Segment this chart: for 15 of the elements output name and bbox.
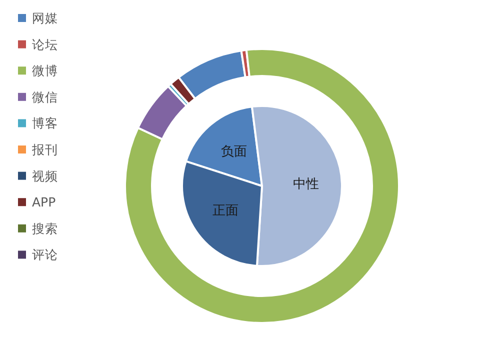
legend-label: 微信: [32, 89, 58, 104]
legend-label: 网媒: [32, 10, 58, 26]
donut-slice: [136, 85, 188, 140]
legend-label: 微博: [32, 63, 58, 78]
legend-label: 搜索: [32, 220, 58, 236]
legend-label: 评论: [32, 247, 58, 262]
legend-label: 报刊: [31, 142, 58, 157]
donut-slice: [124, 48, 400, 324]
slice-label: 中性: [292, 177, 319, 192]
slice-label: 正面: [212, 203, 239, 218]
slice-label: 负面: [220, 144, 247, 160]
legend-label: APP: [32, 194, 56, 210]
legend-label: 论坛: [32, 36, 58, 52]
legend-label: 视频: [32, 168, 58, 184]
legend-label: 博客: [32, 116, 58, 131]
